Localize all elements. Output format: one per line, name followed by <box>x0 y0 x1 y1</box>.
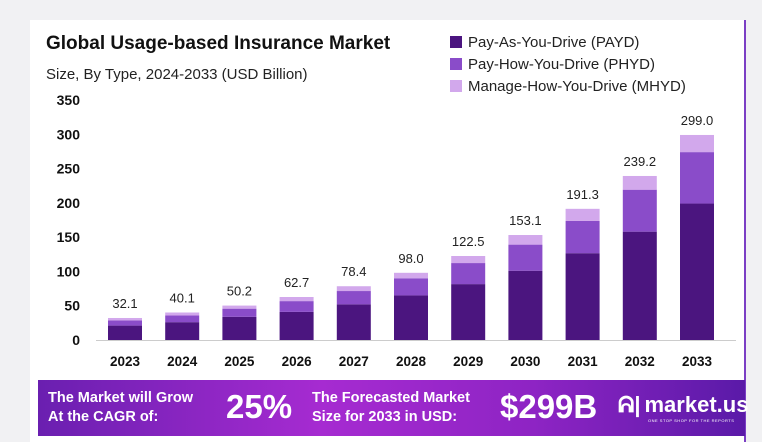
bar-segment <box>336 291 371 305</box>
y-tick-label: 200 <box>57 195 81 211</box>
bar-segment <box>508 270 543 340</box>
bar-segment <box>451 263 486 285</box>
bar-segment <box>165 315 200 323</box>
bar-total-label: 40.1 <box>170 291 195 306</box>
x-tick-label: 2028 <box>396 354 427 369</box>
x-tick-label: 2032 <box>625 354 655 369</box>
bar-segment <box>622 189 657 232</box>
bar-segment <box>108 320 142 326</box>
x-tick-label: 2023 <box>110 354 141 369</box>
legend-label: Pay-As-You-Drive (PAYD) <box>468 33 640 51</box>
forecast-value: $299B <box>500 388 598 425</box>
legend-item: Pay-How-You-Drive (PHYD) <box>450 53 686 75</box>
logo-icon: ᕱ| <box>618 392 641 417</box>
bar-segment <box>165 312 200 316</box>
bar-segment <box>622 175 657 190</box>
bar-segment <box>279 297 314 302</box>
cagr-label-line1: The Market will Grow <box>48 390 194 406</box>
legend-item: Pay-As-You-Drive (PAYD) <box>450 31 686 53</box>
bar-segment <box>279 311 314 340</box>
bar-segment <box>394 278 428 296</box>
y-tick-label: 50 <box>64 298 80 314</box>
bar-segment <box>222 316 257 340</box>
y-tick-label: 250 <box>57 161 81 177</box>
bar-total-label: 239.2 <box>624 154 657 169</box>
forecast-label-line2: Size for 2033 in USD: <box>312 409 458 425</box>
bar-segment <box>565 220 600 254</box>
x-tick-label: 2027 <box>339 354 369 369</box>
bar-segment <box>108 317 142 321</box>
bar-total-label: 32.1 <box>112 296 137 311</box>
bar-segment <box>279 301 314 312</box>
x-tick-label: 2025 <box>224 354 255 369</box>
y-tick-label: 0 <box>72 332 80 348</box>
cagr-label-line2: At the CAGR of: <box>48 409 159 425</box>
bar-segment <box>680 203 714 340</box>
y-tick-label: 150 <box>57 229 81 245</box>
legend-label: Pay-How-You-Drive (PHYD) <box>468 55 655 73</box>
bar-segment <box>680 152 714 204</box>
bar-total-label: 98.0 <box>398 251 423 266</box>
chart-title: Global Usage-based Insurance Market <box>46 33 391 54</box>
bar-total-label: 78.4 <box>341 264 366 279</box>
logo-tagline: ONE STOP SHOP FOR THE REPORTS <box>648 418 735 423</box>
chart-subtitle: Size, By Type, 2024-2033 (USD Billion) <box>46 66 308 83</box>
cagr-value: 25% <box>226 388 293 425</box>
bar-segment <box>222 305 257 309</box>
legend-swatch <box>450 36 462 48</box>
bar-total-label: 299.0 <box>681 113 714 128</box>
legend: Pay-As-You-Drive (PAYD) Pay-How-You-Drive… <box>450 31 686 97</box>
bar-total-label: 62.7 <box>284 275 309 290</box>
bar-segment <box>565 253 600 340</box>
bar-segment <box>108 325 142 340</box>
forecast-label-line1: The Forecasted Market <box>312 390 470 406</box>
y-tick-label: 100 <box>57 263 81 279</box>
y-tick-label: 300 <box>57 126 81 142</box>
bar-segment <box>336 304 371 340</box>
bar-segment <box>622 231 657 340</box>
bar-total-label: 122.5 <box>452 234 485 249</box>
footer-banner: The Market will Grow At the CAGR of: 25% … <box>38 380 749 436</box>
bar-segment <box>336 286 371 292</box>
bar-segment <box>680 134 714 153</box>
market-us-logo: ᕱ| market.us ONE STOP SHOP FOR THE REPOR… <box>618 392 749 423</box>
bar-segment <box>451 284 486 340</box>
legend-swatch <box>450 58 462 70</box>
x-tick-label: 2029 <box>453 354 483 369</box>
bar-segment <box>394 272 428 279</box>
bar-segment <box>394 295 428 340</box>
legend-swatch <box>450 80 462 92</box>
legend-item: Manage-How-You-Drive (MHYD) <box>450 75 686 97</box>
bar-segment <box>222 308 257 317</box>
cagr-label: The Market will Grow At the CAGR of: <box>48 389 193 427</box>
bar-segment <box>508 244 543 271</box>
legend-label: Manage-How-You-Drive (MHYD) <box>468 77 686 95</box>
logo-text: market.us <box>644 392 749 417</box>
bar-total-label: 153.1 <box>509 213 542 228</box>
bar-segment <box>165 322 200 340</box>
bar-total-label: 191.3 <box>566 187 599 202</box>
x-tick-label: 2024 <box>167 354 198 369</box>
bar-total-label: 50.2 <box>227 284 252 299</box>
bar-segment <box>565 208 600 221</box>
x-tick-label: 2030 <box>510 354 540 369</box>
forecast-label: The Forecasted Market Size for 2033 in US… <box>312 389 470 427</box>
y-tick-label: 350 <box>57 92 81 108</box>
bar-segment <box>451 256 486 264</box>
x-tick-label: 2031 <box>568 354 599 369</box>
x-tick-label: 2033 <box>682 354 713 369</box>
bar-segment <box>508 235 543 245</box>
x-tick-label: 2026 <box>282 354 313 369</box>
